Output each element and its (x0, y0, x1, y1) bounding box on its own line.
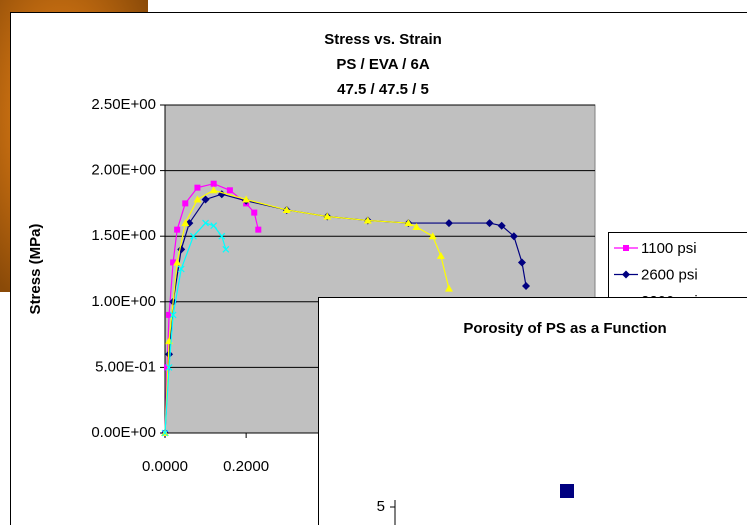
chart-title: PS / EVA / 6A (336, 56, 430, 73)
chart-area-top (148, 0, 747, 14)
marker (251, 210, 257, 216)
marker (255, 227, 261, 233)
y-tick-label: 2.50E+00 (91, 96, 156, 113)
y-tick-label: 5 (377, 498, 385, 515)
y-tick-label: 5.00E-01 (95, 358, 156, 375)
inset-chart: Porosity of PS as a Function 5 (319, 298, 747, 526)
y-tick-label: 2.00E+00 (91, 162, 156, 179)
inset-title: Porosity of PS as a Function (463, 320, 666, 337)
marker (623, 245, 629, 251)
marker (227, 187, 233, 193)
marker (174, 227, 180, 233)
chart-title: Stress vs. Strain (324, 31, 442, 48)
y-tick-label: 0.00E+00 (91, 424, 156, 441)
marker (560, 484, 574, 498)
marker (211, 181, 217, 187)
legend-label: 2600 psi (641, 266, 698, 283)
chart-title: 47.5 / 47.5 / 5 (337, 81, 429, 98)
y-tick-label: 1.00E+00 (91, 293, 156, 310)
x-tick-label: 0.2000 (223, 458, 269, 475)
y-tick-label: 1.50E+00 (91, 227, 156, 244)
x-tick-label: 0.0000 (142, 458, 188, 475)
legend-label: 1100 psi (641, 240, 697, 257)
y-axis-label: Stress (MPa) (27, 224, 44, 315)
marker (182, 200, 188, 206)
marker (194, 185, 200, 191)
